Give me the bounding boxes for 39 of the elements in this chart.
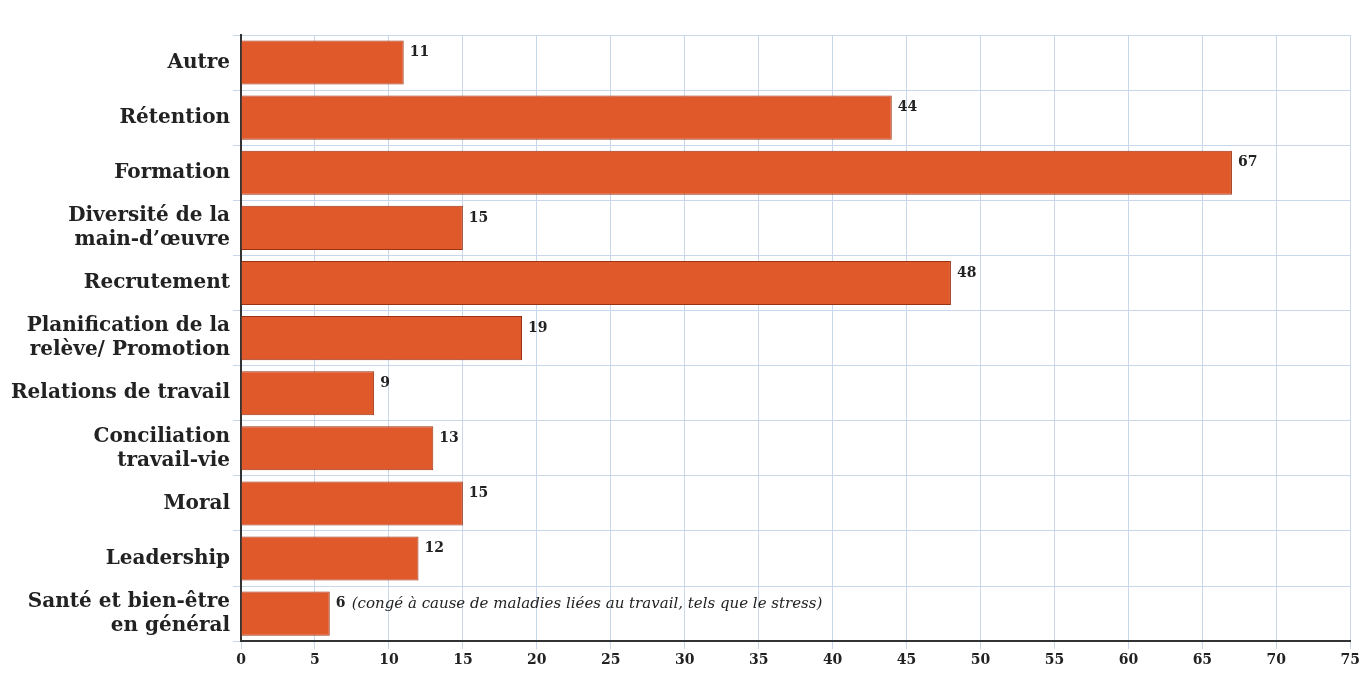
data-label: 9 xyxy=(380,373,390,390)
data-label: 15 xyxy=(468,484,489,501)
y-tick-label: Formation xyxy=(114,158,231,183)
x-tick-label: 55 xyxy=(1044,651,1065,668)
x-tick-label: 35 xyxy=(748,651,769,668)
y-tick-label: Diversité de la main-d’œuvre xyxy=(68,202,231,251)
data-label: 12 xyxy=(424,539,444,556)
y-tick-label: Recrutement xyxy=(83,269,231,294)
data-label: 13 xyxy=(439,428,459,445)
data-label: 44 xyxy=(897,98,918,115)
y-tick-label: Santé et bien-être en général xyxy=(27,587,231,636)
data-label: 11 xyxy=(409,43,430,60)
x-tick-label: 25 xyxy=(601,651,621,668)
y-tick-label: Relations de travail xyxy=(10,379,231,404)
x-tick-label: 50 xyxy=(970,651,991,668)
data-label: 19 xyxy=(528,318,548,335)
x-tick-label: 30 xyxy=(674,651,695,668)
x-tick-label: 10 xyxy=(379,651,399,668)
x-tick-label: 75 xyxy=(1340,651,1360,668)
x-tick-label: 70 xyxy=(1266,651,1287,668)
y-tick-label: Leadership xyxy=(105,544,231,569)
y-tick-label: Planification de la relève/ Promotion xyxy=(26,312,231,361)
data-label: 67 xyxy=(1237,153,1258,170)
x-tick-label: 40 xyxy=(822,651,843,668)
data-label: 6 xyxy=(335,594,346,611)
x-tick-label: 5 xyxy=(310,651,320,668)
x-tick-label: 65 xyxy=(1192,651,1213,668)
x-tick-label: 15 xyxy=(453,651,473,668)
x-tick-label: 0 xyxy=(236,651,247,668)
y-tick-label: Autre xyxy=(166,48,231,73)
y-tick-label: Conciliation travail-vie xyxy=(93,422,231,471)
x-tick-label: 45 xyxy=(896,651,917,668)
x-tick-label: 60 xyxy=(1118,651,1139,668)
y-tick-label: Rétention xyxy=(119,103,231,128)
data-label: 15 xyxy=(468,208,489,225)
annotation: (congé à cause de maladies liées au travail, tels que le stress) xyxy=(351,593,823,612)
data-label: 48 xyxy=(956,263,977,280)
y-tick-label: Moral xyxy=(163,489,231,514)
x-tick-label: 20 xyxy=(527,651,547,668)
